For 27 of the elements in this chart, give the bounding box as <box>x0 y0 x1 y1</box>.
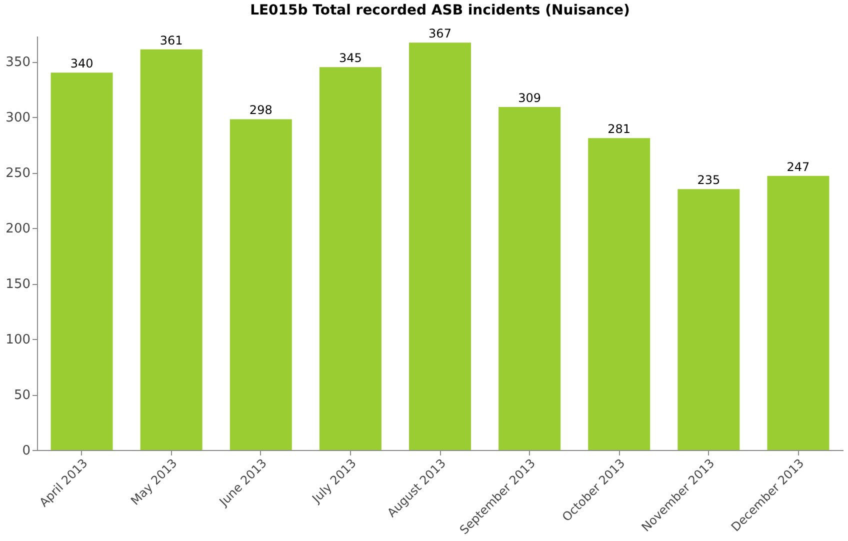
bar <box>50 72 113 450</box>
bar <box>767 176 830 450</box>
y-tick-label: 50 <box>14 388 30 404</box>
bar <box>230 119 292 450</box>
data-label: 367 <box>428 26 452 41</box>
y-tick-label: 350 <box>6 55 30 70</box>
data-label: 281 <box>608 122 631 136</box>
data-label: 361 <box>160 33 183 48</box>
y-tick-label: 100 <box>6 332 30 348</box>
data-label: 247 <box>786 160 810 174</box>
y-tick-label: 250 <box>6 166 30 182</box>
data-label: 298 <box>249 103 272 118</box>
bar <box>678 189 740 450</box>
data-label: 309 <box>518 91 542 106</box>
data-label: 235 <box>697 173 720 188</box>
bar <box>409 42 471 450</box>
y-tick-label: 0 <box>22 444 30 458</box>
bar <box>588 138 650 450</box>
data-label: 340 <box>70 56 94 71</box>
bar <box>498 107 561 450</box>
y-tick-label: 150 <box>6 277 30 292</box>
y-tick-label: 300 <box>6 110 30 126</box>
y-tick-label: 200 <box>6 222 30 237</box>
bar <box>140 49 202 450</box>
data-label: 345 <box>338 51 362 66</box>
chart-title: LE015b Total recorded ASB incidents (Nuisance) <box>250 2 630 19</box>
bar <box>319 67 382 450</box>
